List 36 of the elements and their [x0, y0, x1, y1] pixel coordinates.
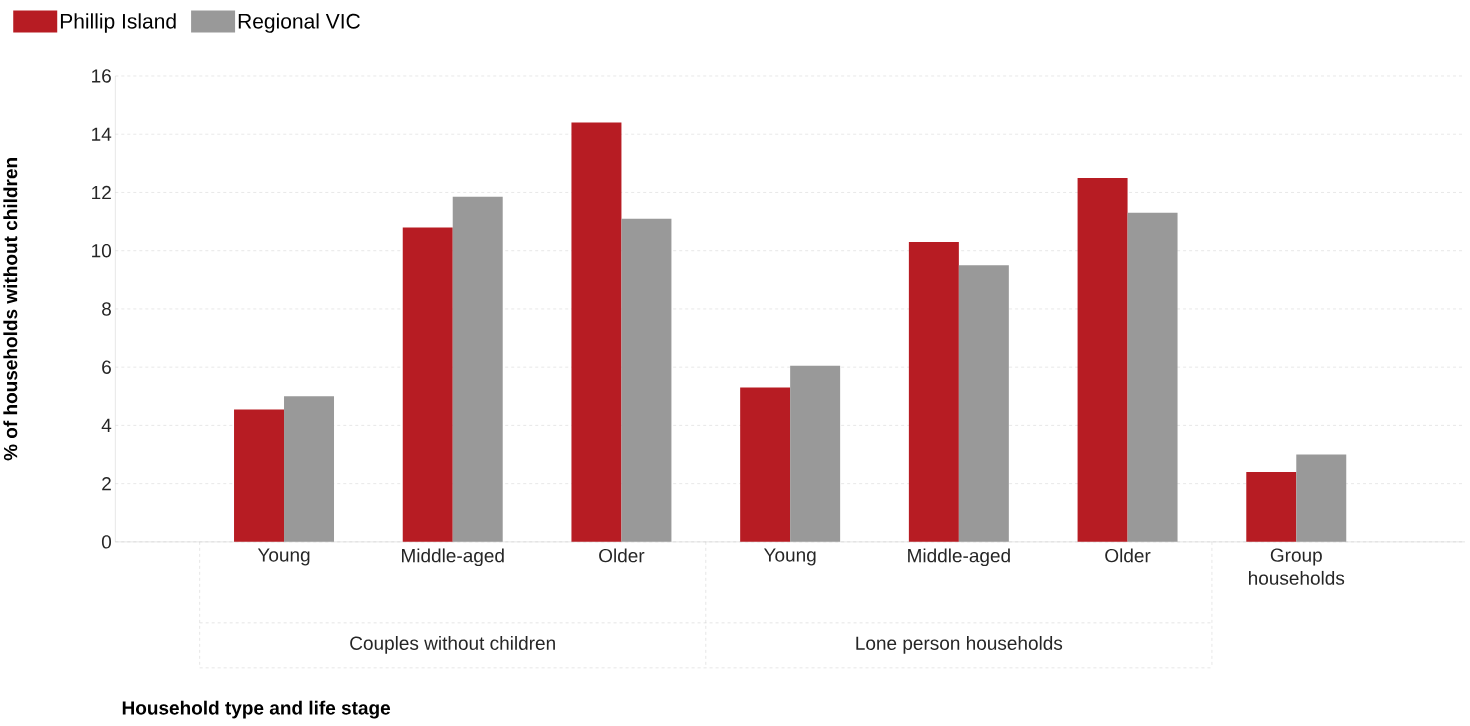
legend-label: Phillip Island [60, 13, 176, 33]
x-tick-label: Young [257, 548, 310, 566]
bar [1246, 472, 1297, 542]
x-tick-label: Middle-aged [402, 548, 504, 567]
bar [958, 265, 1009, 542]
y-tick-label: 16 [92, 69, 111, 83]
bar [1077, 177, 1128, 542]
y-tick-label: 14 [92, 127, 112, 141]
x-tick-label: Young [763, 548, 816, 566]
bar [908, 242, 959, 542]
x-tick-label: Group households [1249, 548, 1345, 585]
x-tick-label: Older [1105, 548, 1151, 563]
bar [1296, 454, 1347, 542]
y-axis-title: % of households without children [3, 158, 18, 461]
text: Couples without children [350, 636, 555, 654]
bar [740, 387, 791, 542]
bar [284, 396, 335, 542]
bar [1127, 212, 1178, 542]
bar [571, 122, 622, 542]
y-tick-label: 6 [102, 360, 111, 374]
y-tick-label: 10 [92, 244, 112, 258]
text: Household type and life stage [122, 700, 391, 719]
bar [402, 227, 453, 542]
y-tick-label: 4 [101, 418, 112, 433]
x-tick-label: Middle-aged [908, 548, 1010, 567]
y-tick-label: 2 [102, 477, 111, 491]
bar [452, 196, 503, 542]
bar [790, 365, 841, 542]
bar [234, 409, 285, 542]
y-tick-label: 12 [92, 185, 111, 200]
x-tick-label: Older [599, 548, 645, 563]
y-tick-label: 8 [102, 302, 111, 316]
y-tick-label: 0 [101, 535, 112, 549]
bar [621, 218, 672, 542]
legend-label: Regional VIC [238, 13, 360, 33]
text: Lone person households [856, 636, 1063, 654]
